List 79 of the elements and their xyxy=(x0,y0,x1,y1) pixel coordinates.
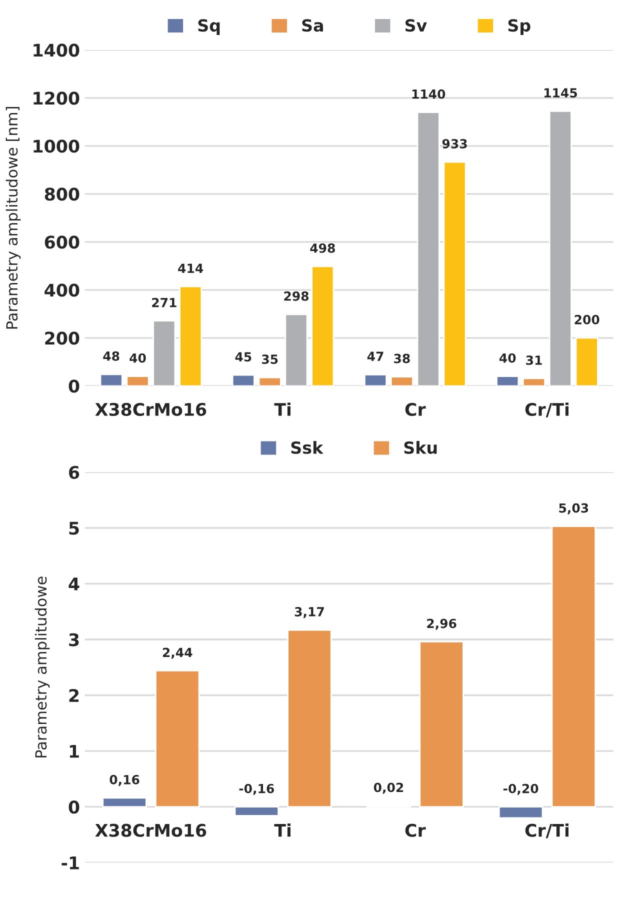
data-label: 2,96 xyxy=(427,618,456,630)
data-label: 47 xyxy=(367,352,384,361)
data-label: 0,02 xyxy=(374,782,404,794)
bar xyxy=(419,641,464,808)
x-tick-label: X38CrMo16 xyxy=(95,824,206,837)
y-tick-label: 5 xyxy=(69,522,79,535)
y-tick-label: 800 xyxy=(44,188,80,201)
data-label: 38 xyxy=(394,354,410,364)
data-label: 35 xyxy=(262,354,278,364)
data-label: 271 xyxy=(152,298,176,308)
data-label: 414 xyxy=(178,264,204,273)
x-tick-label: Cr/Ti xyxy=(525,402,568,418)
y-axis-title: Parametry amplitudowe xyxy=(34,576,50,758)
bar xyxy=(232,374,255,386)
data-label: 0,16 xyxy=(110,774,140,786)
y-tick-label: 1200 xyxy=(34,92,80,105)
y-tick-label: 3 xyxy=(69,633,79,646)
data-label: 40 xyxy=(130,353,146,363)
data-label: 5,03 xyxy=(559,503,588,514)
y-tick-label: 600 xyxy=(44,236,80,249)
y-tick-label: 1000 xyxy=(34,140,80,153)
bar xyxy=(102,797,147,808)
x-tick-label: Ti xyxy=(274,402,290,416)
x-tick-label: Ti xyxy=(274,823,290,837)
data-label: 3,17 xyxy=(294,607,324,618)
legend-label: Sa xyxy=(302,19,323,32)
data-label: 45 xyxy=(235,352,252,362)
bar xyxy=(311,266,334,386)
bar xyxy=(126,376,150,386)
data-label: -0,16 xyxy=(239,784,274,795)
legend-label: Sku xyxy=(404,441,437,454)
y-tick-label: 6 xyxy=(69,466,80,480)
data-label: 1145 xyxy=(544,88,577,98)
bar xyxy=(522,378,546,386)
data-label: 40 xyxy=(499,353,516,363)
data-label: 31 xyxy=(526,355,542,365)
y-tick-label: 2 xyxy=(69,688,79,702)
bar xyxy=(234,806,279,816)
y-tick-label: 0 xyxy=(68,380,80,393)
bar xyxy=(416,112,440,386)
bar xyxy=(100,374,123,386)
y-tick-label: 1400 xyxy=(34,44,80,57)
data-label: 933 xyxy=(442,139,467,148)
y-tick-label: 0 xyxy=(68,800,80,814)
bar xyxy=(155,670,200,808)
bar xyxy=(364,374,388,386)
bar xyxy=(287,629,332,808)
x-tick-label: X38CrMo16 xyxy=(95,402,206,416)
x-tick-label: Cr xyxy=(405,402,426,416)
data-label: 1140 xyxy=(412,89,446,99)
bar xyxy=(284,314,308,386)
legend-label: Sp xyxy=(508,19,530,35)
bar xyxy=(498,806,544,819)
x-tick-label: Cr/Ti xyxy=(525,823,568,838)
bar xyxy=(179,286,202,386)
data-label: 48 xyxy=(103,351,120,361)
data-label: 2,44 xyxy=(162,648,192,659)
bar xyxy=(575,337,598,386)
data-label: 298 xyxy=(284,291,309,301)
bar xyxy=(390,376,414,386)
y-tick-label: 4 xyxy=(68,578,80,590)
data-label: 498 xyxy=(310,243,335,253)
legend-label: Ssk xyxy=(291,441,324,454)
y-tick-label: 200 xyxy=(45,332,80,345)
bar xyxy=(443,161,466,386)
y-tick-label: 1 xyxy=(70,744,79,758)
bar xyxy=(496,376,520,386)
x-tick-label: Cr xyxy=(405,824,426,837)
y-tick-label: 400 xyxy=(44,284,80,297)
bar xyxy=(548,110,572,386)
bar xyxy=(152,320,176,386)
y-axis-title: Parametry amplitudowe [nm] xyxy=(6,107,21,329)
legend-label: Sq xyxy=(198,19,220,35)
y-tick-label: -1 xyxy=(62,856,79,870)
data-label: -0,20 xyxy=(503,784,538,795)
data-label: 200 xyxy=(574,314,600,324)
legend-label: Sv xyxy=(405,19,427,32)
bar xyxy=(551,526,596,808)
bar xyxy=(258,376,282,386)
